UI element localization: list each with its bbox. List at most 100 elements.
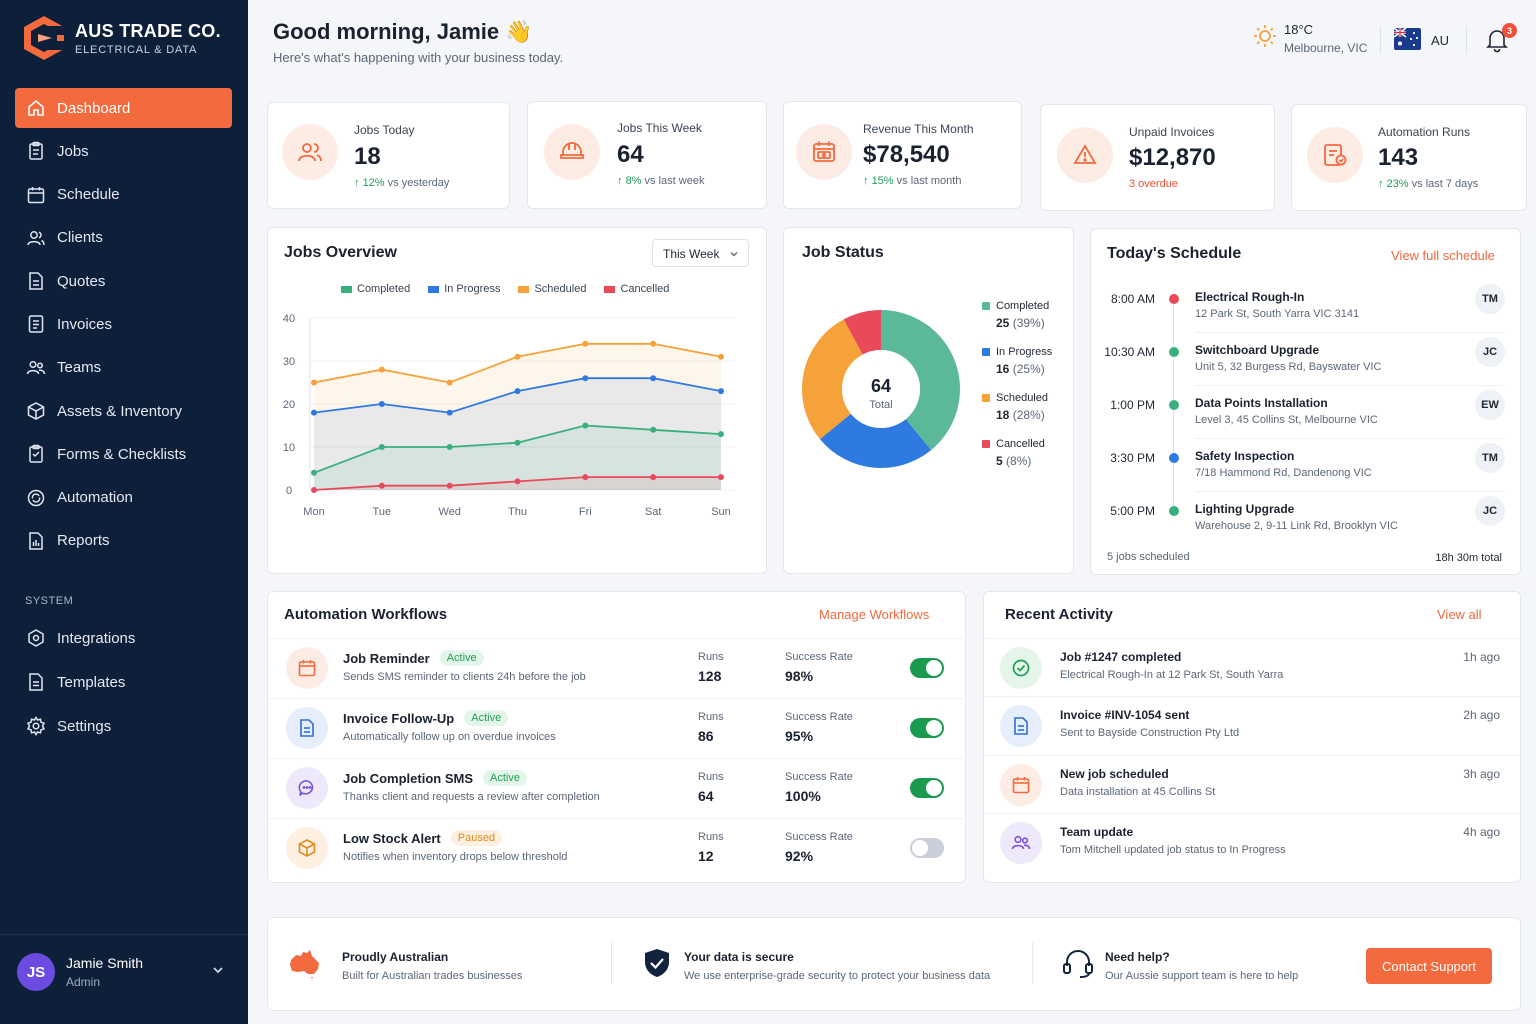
row-divider (1195, 438, 1505, 439)
schedule-item[interactable]: 3:30 PM Safety Inspection 7/18 Hammond R… (1091, 443, 1521, 516)
nav-item-assets[interactable]: Assets & Inventory (15, 391, 232, 431)
schedule-item[interactable]: 1:00 PM Data Points Installation Level 3… (1091, 390, 1521, 463)
main-nav: Dashboard Jobs Schedule Clients Quotes I… (15, 88, 232, 564)
australia-flag-icon[interactable] (1394, 28, 1421, 50)
stat-card-jobs-week[interactable]: Jobs This Week 64 ↑ 8% vs last week (527, 101, 767, 209)
stat-card-automation[interactable]: Automation Runs 143 ↑ 23% vs last 7 days (1291, 104, 1527, 211)
workflow-row[interactable]: Job Reminder Active Sends SMS reminder to… (268, 638, 963, 698)
workflow-icon-wrap (286, 827, 328, 869)
nav-label: Automation (57, 489, 133, 507)
locale-label[interactable]: AU (1431, 33, 1450, 48)
nav-item-forms[interactable]: Forms & Checklists (15, 434, 232, 474)
stat-card-revenue[interactable]: Revenue This Month $78,540 ↑ 15% vs last… (783, 101, 1022, 209)
activity-description: Electrical Rough-In at 12 Park St, South… (1060, 669, 1284, 681)
workflow-name: Low Stock Alert Paused (343, 830, 503, 846)
footer-item-australian: Proudly Australian Built for Australian … (286, 918, 616, 1008)
activity-item[interactable]: New job scheduled Data installation at 4… (984, 755, 1520, 813)
workflow-row[interactable]: Job Completion SMS Active Thanks client a… (268, 758, 963, 818)
nav-item-invoices[interactable]: Invoices (15, 304, 232, 344)
legend-label: Cancelled (620, 283, 670, 295)
series-area (314, 378, 721, 490)
nav-item-quotes[interactable]: Quotes (15, 261, 232, 301)
nav-item-integrations[interactable]: Integrations (15, 618, 232, 658)
nav-item-teams[interactable]: Teams (15, 348, 232, 388)
chevron-down-icon[interactable] (210, 962, 226, 978)
data-point (718, 388, 724, 395)
stat-value: $78,540 (863, 141, 950, 168)
workflow-icon-wrap (286, 767, 328, 809)
footer-banner: Proudly Australian Built for Australian … (267, 917, 1521, 1011)
box-icon (298, 839, 316, 857)
bell-icon[interactable] (1484, 27, 1510, 53)
workflow-toggle[interactable] (910, 778, 944, 798)
footer-item-desc: We use enterprise-grade security to prot… (684, 970, 991, 982)
nav-item-templates[interactable]: Templates (15, 662, 232, 702)
templates-icon (29, 673, 43, 691)
nav-item-schedule[interactable]: Schedule (15, 175, 232, 215)
data-point (378, 444, 385, 450)
view-full-schedule-link[interactable]: View full schedule (1391, 248, 1495, 263)
activity-item[interactable]: Job #1247 completed Electrical Rough-In … (984, 638, 1520, 696)
nav-item-clients[interactable]: Clients (15, 218, 232, 258)
data-point (582, 474, 589, 481)
view-all-link[interactable]: View all (1437, 607, 1482, 622)
stat-card-jobs-today[interactable]: Jobs Today 18 ↑ 12% vs yesterday (267, 102, 510, 209)
workflow-name: Job Completion SMS Active (343, 770, 527, 786)
nav-item-dashboard[interactable]: Dashboard (15, 88, 232, 128)
stat-card-unpaid[interactable]: Unpaid Invoices $12,870 3 overdue (1040, 104, 1275, 211)
brand[interactable]: AUS TRADE CO. ELECTRICAL & DATA (22, 14, 221, 62)
nav-label: Templates (57, 673, 126, 691)
workflow-toggle[interactable] (910, 838, 944, 858)
invoice-icon (1014, 717, 1028, 735)
success-rate-value: 100% (785, 788, 821, 804)
avatar: JS (17, 953, 55, 991)
workflow-row[interactable]: Invoice Follow-Up Active Automatically fo… (268, 698, 963, 758)
data-point (446, 482, 453, 489)
donut-hole (842, 350, 920, 428)
x-tick-label: Wed (438, 506, 460, 518)
nav-item-jobs[interactable]: Jobs (15, 131, 232, 171)
nav-item-automation[interactable]: Automation (15, 478, 232, 518)
schedule-item[interactable]: 5:00 PM Lighting Upgrade Warehouse 2, 9-… (1091, 496, 1521, 555)
schedule-time: 5:00 PM (1110, 504, 1155, 518)
legend-label: Completed (357, 283, 411, 295)
schedule-item[interactable]: 10:30 AM Switchboard Upgrade Unit 5, 32 … (1091, 337, 1521, 410)
footer-item-title: Need help? (1105, 950, 1170, 964)
activity-time: 3h ago (1463, 767, 1500, 781)
stat-label: Revenue This Month (863, 122, 974, 136)
schedule-item[interactable]: 8:00 AM Electrical Rough-In 12 Park St, … (1091, 284, 1521, 357)
activity-time: 1h ago (1463, 650, 1500, 664)
stat-label: Automation Runs (1378, 125, 1471, 139)
row-divider (1195, 385, 1505, 386)
nav-label: Assets & Inventory (57, 402, 183, 420)
activity-time: 2h ago (1463, 708, 1500, 722)
stat-value: $12,870 (1129, 144, 1216, 171)
nav-item-reports[interactable]: Reports (15, 521, 232, 561)
footer-item-security: Your data is secure We use enterprise-gr… (638, 918, 1018, 1008)
timeline-line (1173, 357, 1174, 410)
user-menu[interactable]: JS Jamie Smith Admin (0, 934, 248, 1024)
success-rate-label: Success Rate (785, 771, 853, 783)
assignee-avatar: TM (1475, 284, 1505, 314)
activity-item[interactable]: Invoice #INV-1054 sent Sent to Bayside C… (984, 696, 1520, 754)
nav-item-settings[interactable]: Settings (15, 706, 232, 746)
manage-workflows-link[interactable]: Manage Workflows (819, 607, 930, 622)
activity-time: 4h ago (1463, 825, 1500, 839)
workflow-toggle[interactable] (910, 658, 944, 678)
shield-icon (645, 949, 669, 977)
workflow-toggle[interactable] (910, 718, 944, 738)
stat-value: 64 (617, 141, 644, 168)
activity-item[interactable]: Team update Tom Mitchell updated job sta… (984, 813, 1520, 871)
stat-icon-wrap (282, 124, 338, 180)
status-badge: Paused (450, 830, 503, 846)
contact-support-button[interactable]: Contact Support (1366, 948, 1492, 984)
calendar-icon (298, 660, 316, 677)
schedule-total: 18h 30m total (1435, 552, 1502, 564)
y-tick-label: 10 (283, 442, 295, 454)
range-select[interactable]: This Week (652, 239, 749, 267)
legend-label: In Progress (996, 346, 1053, 358)
sidebar: AUS TRADE CO. ELECTRICAL & DATA Dashboar… (0, 0, 248, 1024)
legend-item: Scheduled (518, 283, 586, 295)
success-rate-value: 98% (785, 668, 814, 684)
workflow-row[interactable]: Low Stock Alert Paused Notifies when inve… (268, 818, 963, 878)
